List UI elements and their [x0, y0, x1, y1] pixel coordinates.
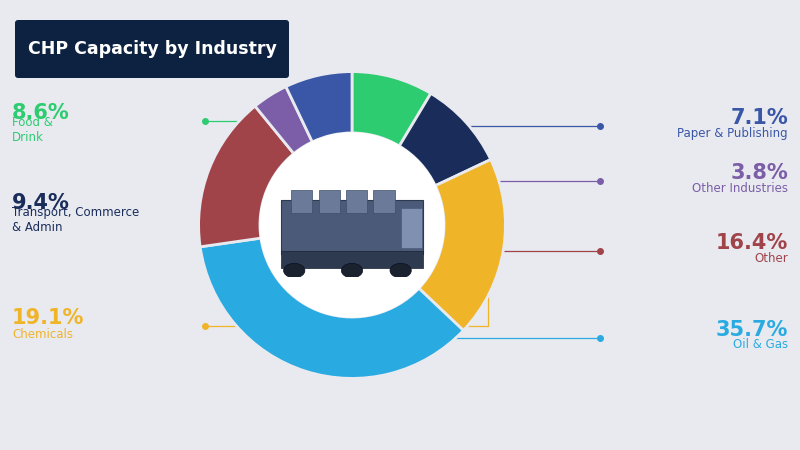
- Bar: [318, 190, 340, 212]
- Text: 7.1%: 7.1%: [730, 108, 788, 128]
- Wedge shape: [352, 72, 431, 146]
- Wedge shape: [200, 238, 463, 378]
- Circle shape: [390, 263, 411, 278]
- Text: Paper & Publishing: Paper & Publishing: [678, 126, 788, 140]
- Wedge shape: [255, 86, 312, 153]
- Text: Transport, Commerce
& Admin: Transport, Commerce & Admin: [12, 206, 139, 234]
- Circle shape: [284, 263, 305, 278]
- Bar: [401, 208, 422, 248]
- Text: 19.1%: 19.1%: [12, 308, 84, 328]
- Circle shape: [342, 263, 362, 278]
- Wedge shape: [286, 72, 352, 142]
- Wedge shape: [419, 159, 506, 330]
- Text: 8.6%: 8.6%: [12, 103, 70, 123]
- Text: Other: Other: [754, 252, 788, 265]
- Bar: [346, 190, 367, 212]
- Text: 35.7%: 35.7%: [716, 320, 788, 340]
- Text: Food &
Drink: Food & Drink: [12, 116, 53, 144]
- Text: 3.8%: 3.8%: [730, 163, 788, 183]
- Bar: [291, 190, 313, 212]
- Bar: [281, 251, 423, 269]
- Circle shape: [260, 133, 444, 317]
- Wedge shape: [399, 94, 490, 186]
- Text: Chemicals: Chemicals: [12, 328, 73, 342]
- Wedge shape: [198, 106, 294, 247]
- Text: 16.4%: 16.4%: [716, 233, 788, 253]
- Text: Oil & Gas: Oil & Gas: [733, 338, 788, 351]
- FancyBboxPatch shape: [15, 20, 289, 78]
- Bar: [374, 190, 394, 212]
- Bar: [281, 200, 423, 254]
- Text: CHP Capacity by Industry: CHP Capacity by Industry: [27, 40, 277, 58]
- Text: Other Industries: Other Industries: [692, 181, 788, 194]
- Text: 9.4%: 9.4%: [12, 193, 70, 213]
